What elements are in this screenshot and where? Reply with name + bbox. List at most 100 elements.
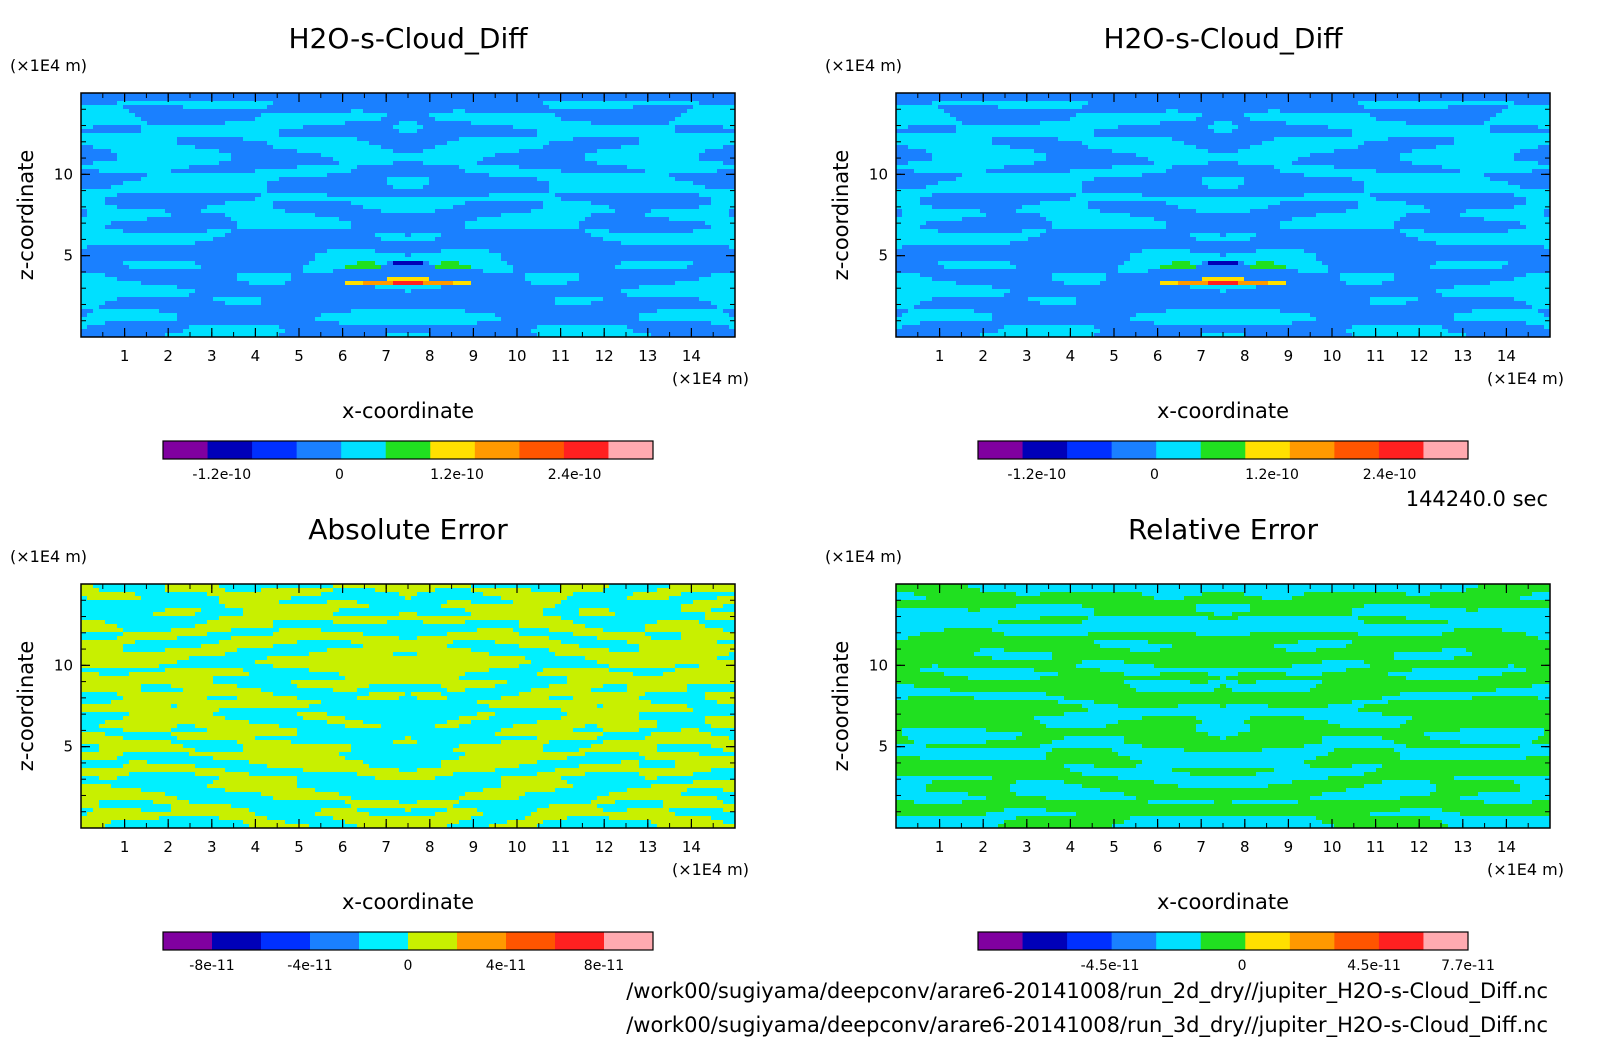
heatmap-cell-run xyxy=(333,157,484,162)
heatmap-cell-run xyxy=(207,632,274,637)
heatmap-cell-run xyxy=(495,640,562,645)
heatmap-cell-run xyxy=(447,141,550,146)
heatmap-cell-run xyxy=(237,225,352,230)
heatmap-cell-run xyxy=(1118,125,1209,130)
heatmap-cell-run xyxy=(1082,189,1365,194)
heatmap-cell-run xyxy=(399,636,418,641)
y-tick-label: 10 xyxy=(54,165,73,183)
heatmap-cell-run xyxy=(585,217,670,222)
heatmap-cell-run xyxy=(261,588,334,593)
heatmap-cell-run xyxy=(896,824,999,828)
heatmap-cell-run xyxy=(705,185,735,190)
heatmap-cell-run xyxy=(1388,700,1550,705)
heatmap-cell-run xyxy=(351,221,466,226)
heatmap-cell-run xyxy=(81,125,94,130)
heatmap-cell-run xyxy=(117,153,232,158)
heatmap-cell-run xyxy=(1454,313,1545,318)
heatmap-cell-run xyxy=(141,596,220,601)
heatmap-cell-run xyxy=(1016,816,1131,821)
heatmap-cell-run xyxy=(117,101,274,106)
heatmap-cell-run xyxy=(1214,612,1233,617)
heatmap-cell-run xyxy=(555,604,682,609)
heatmap-cell-run xyxy=(603,732,652,737)
chart-panel-1: H2O-s-Cloud_Diff(×1E4 m)1 2 3 4 5 6 7 8 9 10 11 12 1… xyxy=(10,22,749,483)
heatmap-cell-run xyxy=(507,261,622,266)
heatmap-cell-run xyxy=(1442,632,1527,637)
heatmap-cell-run xyxy=(896,652,975,657)
heatmap-cell-run xyxy=(1352,612,1550,617)
heatmap-cell-run xyxy=(896,113,951,118)
heatmap-cell-run xyxy=(1082,784,1179,789)
heatmap-cell-run xyxy=(645,624,706,629)
heatmap-cell-run xyxy=(1478,584,1550,589)
heatmap-cell-run xyxy=(279,325,538,330)
heatmap-cell-run xyxy=(896,305,915,310)
heatmap-cell-run xyxy=(920,201,1041,206)
heatmap-cell-run xyxy=(1274,165,1335,170)
heatmap-cell-run xyxy=(639,317,735,322)
heatmap-cell-run xyxy=(651,732,712,737)
heatmap-cell-run xyxy=(219,616,562,621)
heatmap-cell-run xyxy=(1358,145,1437,150)
x-tick-label: 9 xyxy=(469,838,479,856)
heatmap-cell-run xyxy=(501,253,735,258)
heatmap-cell-run xyxy=(1118,752,1329,757)
heatmap-cell-run xyxy=(567,780,694,785)
heatmap-cell-run xyxy=(1370,812,1461,817)
heatmap-cell-run xyxy=(1538,161,1550,166)
heatmap-cell-run xyxy=(231,804,352,809)
heatmap-cell-run xyxy=(896,249,1143,254)
heatmap-cell-run xyxy=(1178,784,1269,789)
heatmap-cell-run xyxy=(1526,197,1550,202)
heatmap-cell-run xyxy=(896,628,945,633)
heatmap-cell-run xyxy=(723,309,735,314)
heatmap-cell-run xyxy=(351,640,454,645)
heatmap-cell-run xyxy=(1220,684,1227,689)
heatmap-cell-run xyxy=(687,688,735,693)
heatmap-cell-run xyxy=(1160,648,1287,653)
heatmap-cell-run xyxy=(81,608,166,613)
x-tick-label: 1 xyxy=(120,347,130,365)
heatmap-cell-run xyxy=(339,217,478,222)
heatmap-cell-run xyxy=(914,740,987,745)
heatmap-cell-run xyxy=(627,640,718,645)
heatmap-cell-run xyxy=(537,672,634,677)
heatmap-cell-run xyxy=(567,756,646,761)
heatmap-cell-run xyxy=(675,760,735,765)
heatmap-cell-run xyxy=(1166,225,1281,230)
colorbar: -1.2e-10 0 1.2e-10 2.4e-10 xyxy=(162,440,654,483)
heatmap-cell-run xyxy=(914,684,1131,689)
heatmap-cell-run xyxy=(171,213,226,218)
heatmap-cell-run xyxy=(1442,293,1550,298)
heatmap-cell-run xyxy=(1514,297,1550,302)
heatmap-cell-run xyxy=(1100,788,1347,793)
heatmap-cell-run xyxy=(1046,157,1149,162)
heatmap-cell-run xyxy=(926,744,1041,749)
heatmap-cell-run xyxy=(1172,261,1191,266)
heatmap-cell-run xyxy=(896,317,993,322)
x-tick-label: 7 xyxy=(1196,347,1206,365)
heatmap-cell-run xyxy=(363,109,454,114)
colorbar-swatch xyxy=(604,932,654,950)
heatmap-cell-run xyxy=(195,289,406,294)
heatmap-cell-run xyxy=(1400,153,1515,158)
heatmap-cell-run xyxy=(399,612,418,617)
heatmap-cell-run xyxy=(315,812,370,817)
heatmap-cell-run xyxy=(81,145,94,150)
colorbar-tick-label: -8e-11 xyxy=(189,958,234,974)
heatmap-cell-run xyxy=(585,624,646,629)
heatmap-cell-run xyxy=(705,624,735,629)
heatmap-cell-run xyxy=(411,596,502,601)
heatmap-cell-run xyxy=(285,329,532,334)
heatmap-cell-run xyxy=(561,588,604,593)
heatmap-cell-run xyxy=(411,233,442,238)
heatmap-cell-run xyxy=(1400,756,1527,761)
heatmap-cell-run xyxy=(633,672,664,677)
heatmap-cell-run xyxy=(1370,297,1419,302)
heatmap-cell-run xyxy=(1334,824,1449,828)
heatmap-cell-run xyxy=(609,229,694,234)
heatmap-cell-run xyxy=(291,273,526,278)
heatmap-cell-run xyxy=(1310,764,1353,769)
heatmap-cell-run xyxy=(147,173,328,178)
heatmap-cell-run xyxy=(896,812,987,817)
